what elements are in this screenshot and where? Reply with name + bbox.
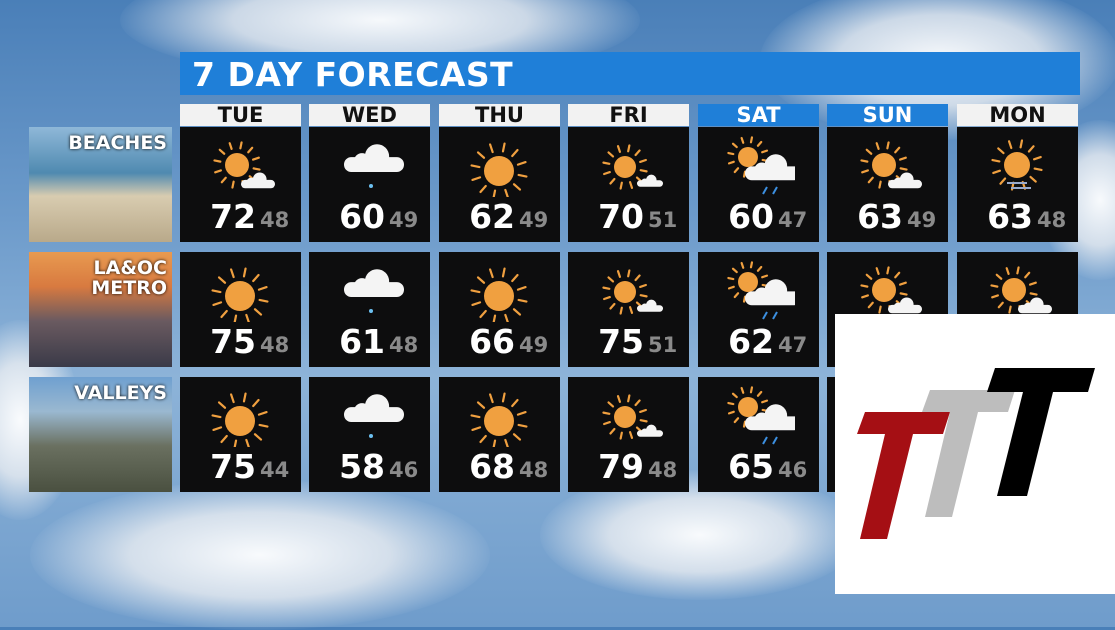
sun-cloud-rain-icon (727, 136, 795, 195)
high-temp: 62 (469, 197, 515, 236)
day-header-sat: SAT (698, 104, 819, 127)
sun-small-cloud-icon (602, 394, 663, 440)
low-temp: 48 (1037, 208, 1067, 232)
high-temp: 70 (598, 197, 644, 236)
ttt-logo-icon (857, 368, 1095, 539)
forecast-cell: 62 47 (698, 252, 819, 367)
low-temp: 48 (389, 333, 419, 357)
forecast-cell: 62 49 (439, 127, 560, 242)
forecast-title-bar: 7 DAY FORECAST (180, 52, 1080, 95)
page-title: 7 DAY FORECAST (192, 55, 514, 94)
sun-cloud-icon (990, 266, 1052, 314)
sun-small-cloud-icon (602, 144, 663, 190)
high-temp: 65 (728, 447, 774, 486)
forecast-cell: 63 49 (827, 127, 948, 242)
high-temp: 60 (728, 197, 774, 236)
high-temp: 66 (469, 322, 515, 361)
forecast-cell: 60 49 (309, 127, 430, 242)
high-temp: 75 (210, 322, 256, 361)
sun-icon (470, 142, 528, 197)
high-temp: 63 (857, 197, 903, 236)
forecast-cell: 60 47 (698, 127, 819, 242)
forecast-cell: 72 48 (180, 127, 301, 242)
sun-icon (470, 267, 528, 322)
sun-cloud-icon (860, 141, 922, 189)
sun-icon (211, 392, 269, 447)
forecast-cell: 68 48 (439, 377, 560, 492)
forecast-cell: 66 49 (439, 252, 560, 367)
high-temp: 58 (339, 447, 385, 486)
sun-icon (470, 392, 528, 447)
region-name: VALLEYS (74, 382, 167, 404)
region-label-2: VALLEYS (29, 377, 172, 492)
day-header-mon: MON (957, 104, 1078, 127)
low-temp: 47 (778, 333, 808, 357)
channel-logo (835, 314, 1115, 594)
high-temp: 60 (339, 197, 385, 236)
high-temp: 75 (598, 322, 644, 361)
low-temp: 46 (778, 458, 808, 482)
sun-small-cloud-icon (602, 269, 663, 315)
high-temp: 68 (469, 447, 515, 486)
region-name: LA&OC METRO (91, 257, 167, 299)
forecast-cell: 75 44 (180, 377, 301, 492)
day-header-fri: FRI (568, 104, 689, 127)
high-temp: 75 (210, 447, 256, 486)
low-temp: 48 (648, 458, 678, 482)
sun-icon (211, 267, 269, 322)
high-temp: 62 (728, 322, 774, 361)
forecast-cell: 58 46 (309, 377, 430, 492)
low-temp: 48 (260, 333, 290, 357)
cloud-drizzle-icon (344, 394, 404, 438)
low-temp: 46 (389, 458, 419, 482)
region-name: BEACHES (68, 132, 167, 154)
day-header-wed: WED (309, 104, 430, 127)
forecast-cell: 79 48 (568, 377, 689, 492)
forecast-cell: 75 51 (568, 252, 689, 367)
low-temp: 49 (519, 333, 549, 357)
high-temp: 61 (339, 322, 385, 361)
high-temp: 72 (210, 197, 256, 236)
low-temp: 51 (648, 208, 678, 232)
low-temp: 49 (389, 208, 419, 232)
sun-cloud-rain-icon (727, 261, 795, 320)
low-temp: 51 (648, 333, 678, 357)
forecast-cell: 61 48 (309, 252, 430, 367)
day-header-tue: TUE (180, 104, 301, 127)
high-temp: 63 (987, 197, 1033, 236)
forecast-cell: 63 48 (957, 127, 1078, 242)
low-temp: 47 (778, 208, 808, 232)
forecast-cell: 75 48 (180, 252, 301, 367)
low-temp: 49 (907, 208, 937, 232)
forecast-cell: 65 46 (698, 377, 819, 492)
low-temp: 49 (519, 208, 549, 232)
sun-cloud-icon (213, 141, 275, 189)
region-label-0: BEACHES (29, 127, 172, 242)
day-header-sun: SUN (827, 104, 948, 127)
sun-haze-icon (991, 139, 1043, 191)
region-label-1: LA&OC METRO (29, 252, 172, 367)
sun-cloud-icon (860, 266, 922, 314)
forecast-cell: 70 51 (568, 127, 689, 242)
low-temp: 44 (260, 458, 290, 482)
day-header-thu: THU (439, 104, 560, 127)
sun-cloud-rain-icon (727, 386, 795, 445)
cloud-drizzle-icon (344, 144, 404, 188)
low-temp: 48 (260, 208, 290, 232)
cloud-drizzle-icon (344, 269, 404, 313)
high-temp: 79 (598, 447, 644, 486)
low-temp: 48 (519, 458, 549, 482)
